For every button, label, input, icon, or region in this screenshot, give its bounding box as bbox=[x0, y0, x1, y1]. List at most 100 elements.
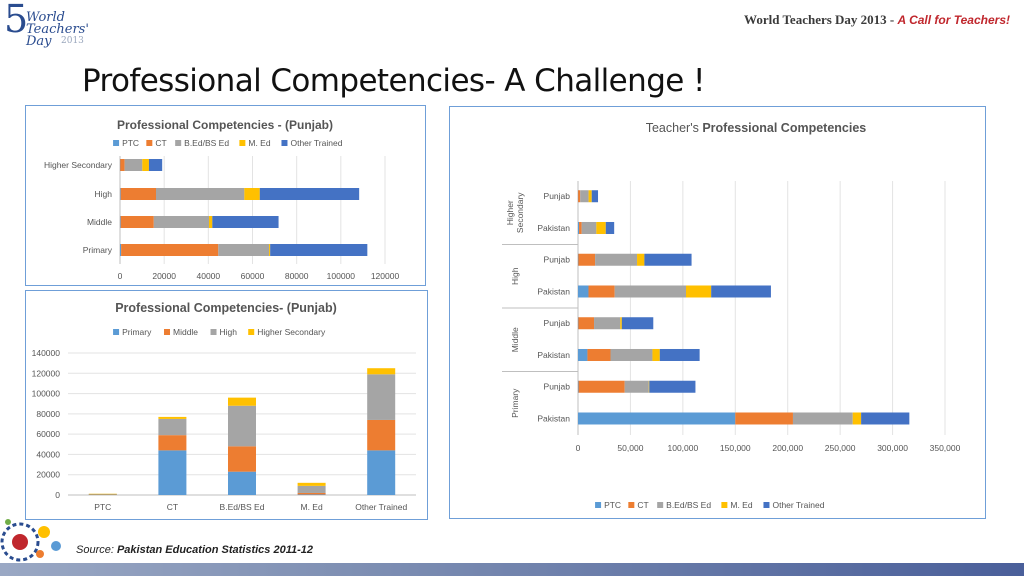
x-category-label: PTC bbox=[94, 502, 111, 512]
bar-segment-ptc bbox=[120, 244, 122, 256]
event-banner: World Teachers Day 2013 - A Call for Tea… bbox=[744, 12, 1010, 28]
x-category-label: CT bbox=[167, 502, 178, 512]
bar-segment-ct bbox=[579, 221, 582, 234]
bar-segment-m-ed bbox=[588, 190, 592, 203]
chart-teachers-competencies-panel: Teacher's Professional Competencies 0 50,0… bbox=[449, 106, 986, 519]
legend-swatch-ct bbox=[146, 140, 153, 146]
legend-label-other-trained: Other Trained bbox=[290, 138, 342, 148]
chart-punjab-by-level: Professional Competencies - (Punjab) PTC C… bbox=[44, 118, 399, 281]
bar-segment-primary bbox=[367, 450, 396, 495]
bar-segment-higher-secondary bbox=[88, 493, 117, 495]
legend-swatch-primary bbox=[113, 329, 120, 335]
bar-segment-b-ed-bs-ed bbox=[610, 348, 653, 361]
world-teachers-day-logo: 5 World Teachers' Day 2013 bbox=[4, 0, 89, 48]
source-note: Source: Pakistan Education Statistics 20… bbox=[76, 544, 313, 556]
legend-swatch-other-trained bbox=[281, 140, 288, 146]
event-tagline: A Call for Teachers! bbox=[897, 13, 1010, 27]
legend-swatch-higher-secondary bbox=[248, 329, 255, 335]
row-label: Pakistan bbox=[537, 223, 570, 233]
y-tick-label: 20000 bbox=[36, 470, 60, 480]
bar-segment-other-trained bbox=[148, 159, 163, 171]
event-title: World Teachers Day 2013 - bbox=[744, 12, 898, 27]
bar-segment-b-ed-bs-ed bbox=[594, 317, 621, 330]
bar-segment-ptc bbox=[578, 317, 579, 330]
bar-segment-m-ed bbox=[852, 412, 862, 425]
legend-label-b-ed-bs-ed: B.Ed/BS Ed bbox=[184, 138, 229, 148]
bar-segment-b-ed-bs-ed bbox=[581, 221, 597, 234]
x-tick-label: 80000 bbox=[285, 271, 309, 281]
bar-segment-primary bbox=[158, 450, 187, 495]
bar-segment-primary bbox=[297, 494, 326, 495]
legend-label-ptc: PTC bbox=[122, 138, 139, 148]
bar-segment-high bbox=[158, 418, 187, 436]
bar-segment-other-trained bbox=[212, 216, 279, 228]
legend-swatch-ptc bbox=[113, 140, 120, 146]
chart-title: Professional Competencies bbox=[702, 121, 866, 135]
y-tick-label: 80000 bbox=[36, 409, 60, 419]
x-tick-label: 50,000 bbox=[617, 443, 643, 453]
chart-punjab-by-qualification-panel: Professional Competencies- (Punjab) Prima… bbox=[25, 290, 428, 520]
legend-swatch-high bbox=[210, 329, 217, 335]
bar-segment-ptc bbox=[120, 216, 121, 228]
chart-punjab-by-qualification: Professional Competencies- (Punjab) Prima… bbox=[32, 301, 416, 512]
bar-segment-b-ed-bs-ed bbox=[792, 412, 853, 425]
legend-label-ptc: PTC bbox=[604, 500, 621, 510]
bar-segment-other-trained bbox=[621, 317, 654, 330]
bar-segment-ct bbox=[587, 348, 611, 361]
bar-segment-other-trained bbox=[259, 188, 360, 200]
bar-segment-m-ed bbox=[648, 380, 650, 393]
bar-segment-m-ed bbox=[686, 285, 712, 298]
decorative-children-icon bbox=[0, 519, 61, 562]
row-label: Punjab bbox=[544, 255, 571, 265]
bar-segment-ct bbox=[121, 244, 219, 256]
legend-label-b-ed-bs-ed: B.Ed/BS Ed bbox=[666, 500, 711, 510]
bar-segment-b-ed-bs-ed bbox=[614, 285, 687, 298]
bar-segment-ct bbox=[735, 412, 793, 425]
x-category-label: B.Ed/BS Ed bbox=[220, 502, 265, 512]
y-category-label: Middle bbox=[87, 217, 112, 227]
bar-segment-high bbox=[367, 374, 396, 420]
bar-segment-ct bbox=[578, 317, 595, 330]
y-category-label: High bbox=[95, 189, 113, 199]
logo-line-2: Teachers' bbox=[26, 22, 89, 37]
logo-line-1: World bbox=[26, 10, 65, 25]
bar-segment-ct bbox=[120, 216, 154, 228]
legend-swatch-b-ed-bs-ed bbox=[175, 140, 182, 146]
group-label: Higher bbox=[505, 200, 515, 225]
bar-segment-b-ed-bs-ed bbox=[595, 253, 638, 266]
group-label: High bbox=[510, 267, 520, 285]
group-label: Primary bbox=[510, 388, 520, 418]
y-tick-label: 120000 bbox=[32, 368, 61, 378]
bar-segment-ct bbox=[120, 188, 156, 200]
legend-swatch-middle bbox=[164, 329, 171, 335]
legend-label-m-ed: M. Ed bbox=[730, 500, 752, 510]
bar-segment-middle bbox=[367, 419, 396, 451]
x-tick-label: 0 bbox=[576, 443, 581, 453]
bar-segment-ct bbox=[578, 380, 625, 393]
legend-label-ct: CT bbox=[637, 500, 648, 510]
legend-swatch-ct bbox=[628, 502, 635, 508]
row-label: Pakistan bbox=[537, 286, 570, 296]
bar-segment-middle bbox=[88, 494, 117, 495]
x-tick-label: 150,000 bbox=[720, 443, 751, 453]
bar-segment-higher-secondary bbox=[367, 368, 396, 375]
chart-title: Professional Competencies - (Punjab) bbox=[117, 118, 333, 132]
bar-segment-b-ed-bs-ed bbox=[155, 188, 245, 200]
bar-segment-ptc bbox=[120, 188, 121, 200]
legend-label-m-ed: M. Ed bbox=[248, 138, 270, 148]
bar-segment-m-ed bbox=[637, 253, 645, 266]
legend-label-primary: Primary bbox=[122, 327, 152, 337]
bar-segment-middle bbox=[297, 492, 326, 495]
bar-segment-other-trained bbox=[649, 380, 696, 393]
legend-swatch-m-ed bbox=[721, 502, 728, 508]
x-tick-label: 20000 bbox=[152, 271, 176, 281]
bar-segment-other-trained bbox=[644, 253, 692, 266]
x-tick-label: 60000 bbox=[241, 271, 265, 281]
group-label: Middle bbox=[510, 327, 520, 352]
bar-segment-ptc bbox=[578, 285, 589, 298]
bar-segment-primary bbox=[88, 494, 117, 495]
legend-label-middle: Middle bbox=[173, 327, 198, 337]
logo-year: 2013 bbox=[61, 36, 84, 46]
legend-label-higher-secondary: Higher Secondary bbox=[257, 327, 326, 337]
y-category-label: Higher Secondary bbox=[44, 160, 113, 170]
